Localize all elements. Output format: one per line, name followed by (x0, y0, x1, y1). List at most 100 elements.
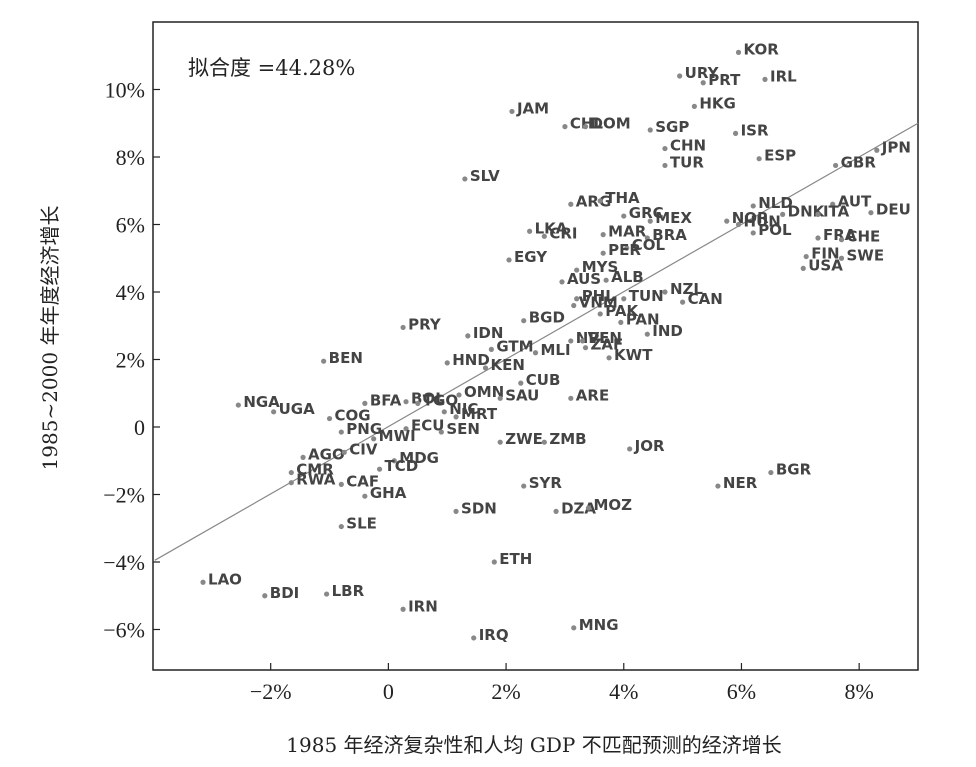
point-label-fra: FRA (823, 226, 857, 244)
data-point-hun (735, 221, 742, 228)
point-label-sau: SAU (505, 386, 539, 404)
data-point-irl (762, 76, 768, 82)
y-tick-label: 8% (116, 145, 145, 170)
point-label-uga: UGA (279, 400, 315, 418)
point-label-esp: ESP (764, 147, 796, 165)
data-point-are (568, 395, 574, 401)
data-point-npl (568, 338, 574, 344)
point-label-sgp: SGP (655, 118, 689, 136)
point-label-civ: CIV (349, 440, 378, 458)
data-point-sau (497, 395, 503, 401)
point-label-arg: ARG (576, 192, 611, 210)
data-point-tun (621, 296, 627, 302)
data-point-bdi (262, 593, 268, 599)
point-label-syr: SYR (529, 474, 563, 492)
data-point-cri (541, 233, 547, 239)
data-point-ury (677, 73, 683, 79)
point-label-zaf: ZAF (591, 336, 624, 354)
point-label-bgd: BGD (529, 309, 565, 327)
point-label-cog: COG (335, 407, 371, 425)
data-point-kwt (606, 355, 612, 361)
x-tick-label: 6% (727, 679, 756, 704)
data-point-fra (815, 235, 821, 241)
data-point-cub (518, 380, 524, 386)
point-label-fin: FIN (811, 245, 839, 263)
data-point-hkg (691, 103, 697, 109)
data-point-idn (465, 333, 471, 339)
data-point-irq (471, 635, 477, 641)
point-label-alb: ALB (611, 268, 644, 286)
point-label-zmb: ZMB (549, 430, 586, 448)
point-label-kor: KOR (744, 40, 780, 58)
fit-annotation: 拟合度 =44.28% (188, 56, 355, 80)
data-point-mys (574, 267, 580, 273)
data-point-sdn (453, 508, 459, 514)
point-label-zwe: ZWE (505, 430, 543, 448)
data-point-phl (574, 296, 580, 302)
data-point-swe (838, 255, 845, 261)
point-label-sen: SEN (446, 420, 480, 438)
data-point-sen (438, 429, 444, 435)
data-point-pry (400, 324, 406, 331)
data-point-caf (338, 481, 344, 487)
point-label-moz: MOZ (593, 496, 632, 514)
data-point-mwi (371, 436, 377, 442)
data-point-aus (559, 279, 565, 285)
point-label-phl: PHL (582, 287, 616, 305)
point-label-tur: TUR (670, 153, 704, 171)
point-label-ita: ITA (823, 202, 850, 220)
point-label-can: CAN (688, 290, 723, 308)
point-label-aus: AUS (567, 270, 601, 288)
data-point-zwe (497, 439, 503, 445)
point-label-vnm: VNM (579, 294, 618, 312)
point-label-ind: IND (652, 322, 683, 340)
point-label-hnd: HND (452, 351, 490, 369)
point-label-prt: PRT (708, 71, 741, 89)
x-tick-label: 0 (383, 679, 394, 704)
point-label-aut: AUT (838, 192, 872, 210)
point-label-cub: CUB (526, 371, 561, 389)
y-tick-label: −4% (103, 550, 145, 575)
point-label-hun: HUN (744, 213, 781, 231)
point-label-col: COL (632, 236, 666, 254)
data-point-nld (750, 203, 756, 209)
data-point-alb (603, 277, 609, 283)
x-tick-label: −2% (250, 679, 292, 704)
point-label-ken: KEN (490, 356, 524, 374)
point-label-mli: MLI (541, 341, 571, 359)
point-label-dnk: DNK (788, 202, 826, 220)
point-label-slv: SLV (470, 167, 500, 185)
data-point-isr (732, 130, 739, 136)
data-point-moz (585, 505, 592, 511)
y-tick-label: 4% (116, 280, 145, 305)
data-point-chl (562, 124, 568, 130)
data-point-omn (456, 392, 462, 398)
data-point-bgr (768, 469, 774, 476)
point-label-jam: JAM (516, 99, 549, 117)
data-point-grc (621, 213, 627, 219)
point-label-eth: ETH (499, 550, 532, 568)
data-point-per (600, 250, 606, 256)
y-tick-label: 6% (116, 213, 145, 238)
point-label-cri: CRI (549, 224, 577, 242)
y-tick-label: 0 (134, 415, 145, 440)
data-point-gbr (833, 162, 839, 169)
point-label-mrt: MRT (461, 405, 498, 423)
point-label-mng: MNG (579, 616, 619, 634)
y-axis-title: 1985~2000 年年度经济增长 (38, 206, 62, 471)
data-point-mdg (391, 458, 397, 464)
data-point-mrt (453, 414, 459, 420)
point-label-jpn: JPN (881, 138, 911, 156)
point-label-nld: NLD (758, 194, 793, 212)
x-tick-label: 8% (844, 679, 873, 704)
data-point-zaf (582, 345, 589, 351)
data-point-jam (509, 108, 515, 115)
data-point-ago (300, 454, 306, 460)
point-label-mar: MAR (608, 223, 647, 241)
point-label-lka: LKA (535, 219, 568, 237)
point-label-bra: BRA (652, 226, 687, 244)
data-point-sgp (647, 127, 653, 133)
data-point-nor (724, 218, 730, 224)
point-label-png: PNG (346, 420, 382, 438)
